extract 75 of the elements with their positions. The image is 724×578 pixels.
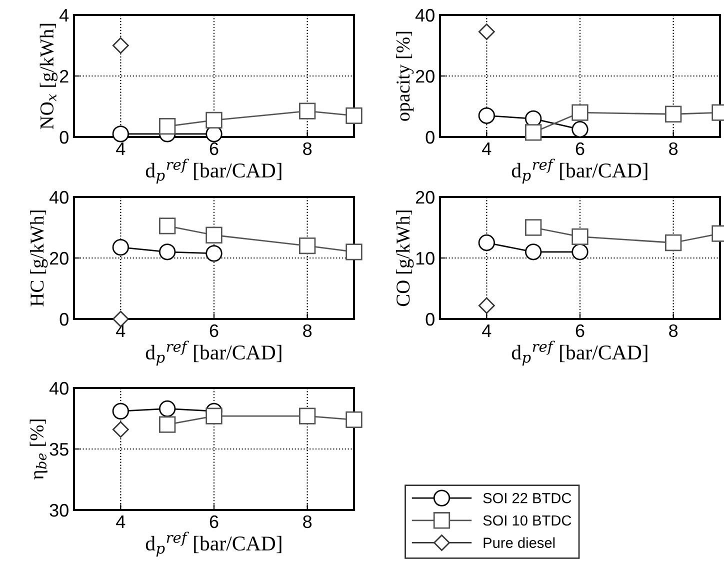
point: [112, 402, 129, 420]
y-tick-label: 4: [60, 9, 69, 22]
x-tick-label: 4: [482, 324, 492, 337]
x-tick-label: 8: [303, 515, 312, 528]
point: [299, 237, 316, 254]
x-tick-label: 8: [669, 142, 678, 156]
point: [299, 102, 316, 120]
point: [572, 104, 588, 121]
x-tick-label: 6: [576, 324, 584, 338]
y-tick-label: 35: [50, 442, 68, 456]
point: [112, 37, 129, 54]
point: [159, 244, 176, 260]
y-tick-label: 20: [416, 70, 434, 83]
y-axis-title: HC [g/kWh]: [30, 210, 48, 306]
y-tick-label: 10: [416, 252, 434, 265]
x-tick-label: 8: [669, 324, 678, 338]
x-tick-label: 8: [303, 142, 312, 156]
point: [525, 219, 542, 236]
legend-label: Pure diesel: [484, 537, 555, 548]
x-tick-label: 8: [303, 324, 312, 338]
point: [346, 244, 362, 260]
point: [478, 107, 495, 124]
point: [346, 107, 362, 124]
x-tick-label: 4: [116, 516, 126, 528]
y-tick-label: 20: [50, 252, 68, 265]
point: [159, 400, 176, 418]
legend-label: SOI 22 BTDC: [483, 492, 572, 504]
y-axis-title: η$_{be}$ [%]: [30, 420, 48, 480]
y-tick-label: 0: [60, 312, 68, 326]
y-tick-label: 2: [60, 70, 68, 83]
x-axis-title: d$_{p}$$^{ref}$ [bar/CAD]: [512, 340, 648, 366]
point: [665, 234, 682, 252]
point: [159, 118, 176, 135]
point: [572, 121, 588, 138]
point: [112, 238, 129, 256]
point: [478, 234, 495, 252]
y-tick-label: 30: [50, 504, 68, 517]
point: [665, 106, 682, 122]
x-tick-label: 6: [576, 142, 584, 156]
point: [478, 24, 495, 40]
point: [206, 245, 222, 262]
point: [112, 126, 129, 142]
x-axis-title: d$_{p}$$^{ref}$ [bar/CAD]: [146, 340, 282, 366]
point: [525, 124, 542, 141]
legend-label: SOI 10 BTDC: [483, 515, 572, 526]
y-tick-label: 40: [49, 382, 68, 395]
point: [159, 416, 176, 433]
point: [572, 244, 588, 260]
y-axis-title: opacity [%]: [396, 32, 414, 121]
point: [478, 297, 495, 314]
x-axis-title: d$_{p}$$^{ref}$ [bar/CAD]: [512, 158, 648, 184]
y-axis-title: CO [g/kWh]: [396, 210, 414, 306]
point: [525, 244, 542, 260]
x-tick-label: 6: [210, 515, 218, 528]
x-axis-title: d$_{p}$$^{ref}$ [bar/CAD]: [146, 532, 282, 557]
y-tick-label: 40: [49, 190, 68, 204]
point: [159, 218, 176, 234]
point: [206, 408, 222, 424]
x-tick-label: 6: [210, 324, 218, 338]
point: [206, 112, 222, 129]
point: [572, 228, 588, 245]
point: [299, 408, 316, 424]
y-tick-label: 0: [60, 130, 68, 144]
y-tick-label: 0: [426, 312, 434, 326]
y-tick-label: 0: [426, 130, 434, 144]
y-axis-title: NO$_{x}$ [g/kWh]: [40, 24, 58, 130]
point: [346, 411, 362, 428]
x-tick-label: 4: [116, 142, 126, 155]
y-tick-label: 20: [416, 190, 434, 204]
point: [206, 226, 222, 244]
x-tick-label: 6: [210, 142, 218, 156]
x-tick-label: 4: [482, 142, 492, 155]
point: [112, 421, 129, 438]
y-tick-label: 40: [415, 8, 434, 22]
x-axis-title: d$_{p}$$^{ref}$ [bar/CAD]: [146, 158, 282, 184]
